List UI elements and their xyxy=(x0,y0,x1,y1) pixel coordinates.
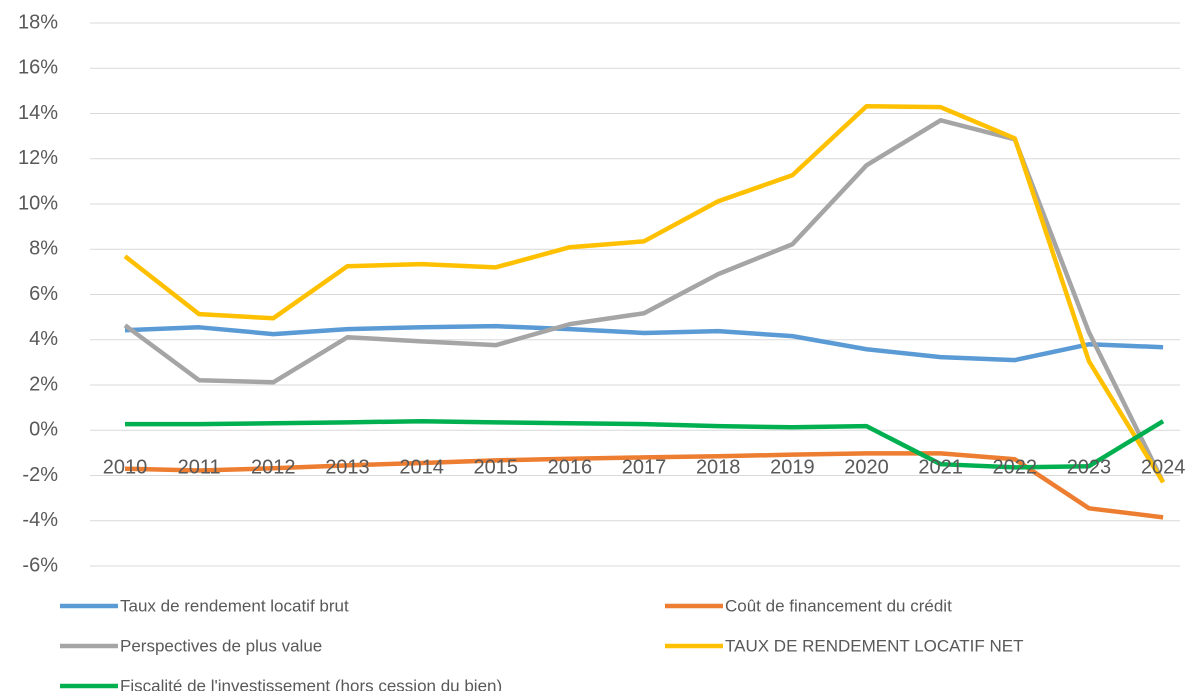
x-tick-label: 2013 xyxy=(325,457,370,479)
y-tick-label: -2% xyxy=(22,464,58,486)
x-tick-label: 2012 xyxy=(251,457,296,479)
x-tick-label: 2014 xyxy=(399,457,444,479)
x-tick-label: 2017 xyxy=(622,457,667,479)
legend-label: Taux de rendement locatif brut xyxy=(120,596,349,615)
series-line xyxy=(124,451,1164,520)
x-tick-label: 2015 xyxy=(474,457,519,479)
legend-label: TAUX DE RENDEMENT LOCATIF NET xyxy=(725,636,1023,655)
series-line xyxy=(123,118,1166,484)
series-line xyxy=(124,323,1164,363)
x-tick-label: 2011 xyxy=(178,457,221,479)
y-tick-label: 18% xyxy=(18,11,58,33)
x-tick-label: 2020 xyxy=(844,457,889,479)
y-tick-label: 16% xyxy=(18,57,58,79)
x-tick-label: 2019 xyxy=(770,457,815,479)
y-tick-label: -6% xyxy=(22,554,58,576)
y-tick-label: 0% xyxy=(29,419,58,441)
legend-label: Coût de financement du crédit xyxy=(725,596,952,615)
x-tick-label: 2021 xyxy=(918,457,963,479)
series-line xyxy=(125,418,1165,470)
series-line xyxy=(123,104,1166,484)
y-tick-label: 2% xyxy=(29,373,58,395)
x-tick-label: 2024 xyxy=(1141,457,1186,479)
x-tick-label: 2010 xyxy=(103,457,148,479)
y-tick-label: -4% xyxy=(22,509,58,531)
x-tick-label: 2018 xyxy=(696,457,741,479)
y-tick-label: 10% xyxy=(18,192,58,214)
y-tick-label: 4% xyxy=(29,328,58,350)
y-tick-label: 12% xyxy=(18,147,58,169)
y-tick-label: 14% xyxy=(18,102,58,124)
y-tick-label: 8% xyxy=(29,238,58,260)
legend-label: Fiscalité de l'investissement (hors cess… xyxy=(120,676,502,691)
x-tick-label: 2022 xyxy=(993,457,1038,479)
x-tick-label: 2023 xyxy=(1067,457,1112,479)
y-tick-label: 6% xyxy=(29,283,58,305)
x-tick-label: 2016 xyxy=(548,457,593,479)
legend-label: Perspectives de plus value xyxy=(120,636,322,655)
